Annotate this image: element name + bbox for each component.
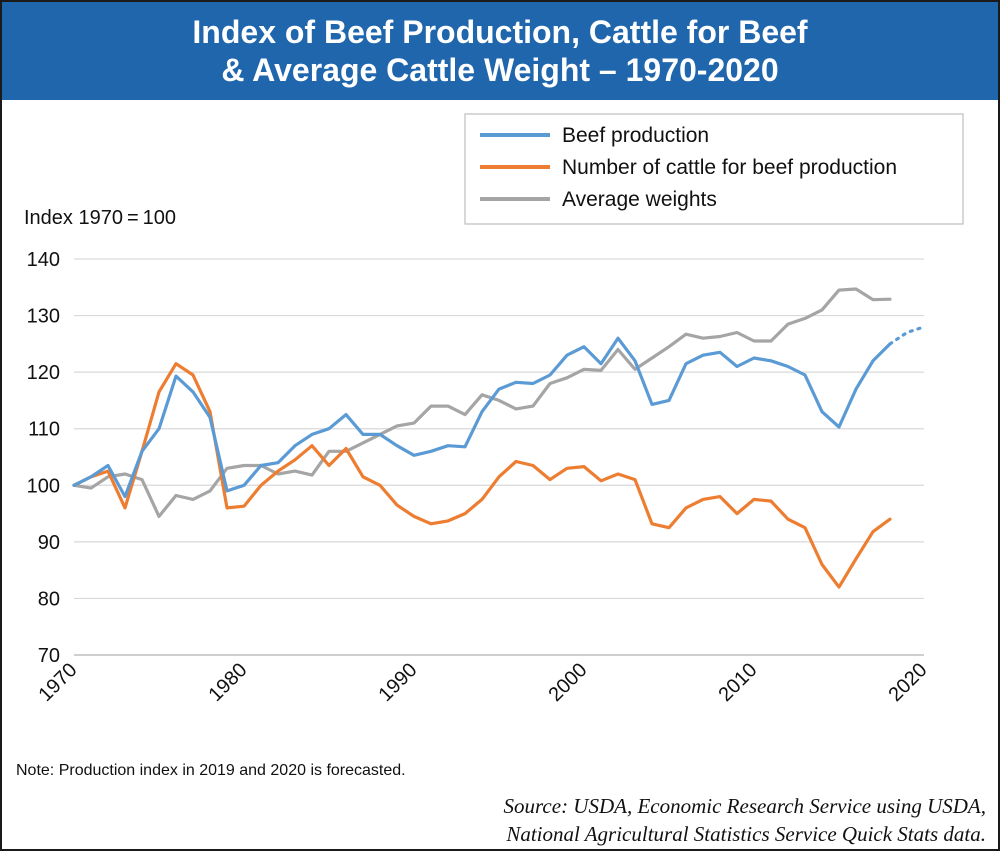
forecast-line-0 bbox=[888, 325, 926, 346]
source-line1: Source: USDA, Economic Research Service … bbox=[503, 794, 986, 818]
legend-label: Beef production bbox=[562, 124, 709, 147]
y-axis-label: Index 1970 = 100 bbox=[24, 207, 176, 229]
title-banner: Index of Beef Production, Cattle for Bee… bbox=[2, 2, 998, 100]
chart-title-line2: & Average Cattle Weight – 1970-2020 bbox=[221, 52, 779, 88]
y-tick-label: 80 bbox=[38, 588, 60, 610]
y-tick-label: 100 bbox=[27, 475, 60, 497]
series-line-1 bbox=[72, 362, 892, 589]
legend-label: Average weights bbox=[562, 188, 717, 211]
x-axis-ticks: 1970 1980 1990 2000 2010 2020 bbox=[35, 659, 932, 706]
gridlines bbox=[74, 258, 924, 600]
source-citation: Source: USDA, Economic Research Service … bbox=[504, 792, 986, 848]
y-tick-label: 140 bbox=[27, 249, 60, 271]
x-tick-label: 2000 bbox=[545, 659, 592, 706]
x-tick-label: 1980 bbox=[205, 659, 252, 706]
y-tick-label: 70 bbox=[38, 645, 60, 667]
forecast-note: Note: Production index in 2019 and 2020 … bbox=[16, 762, 406, 779]
chart-title-line1: Index of Beef Production, Cattle for Bee… bbox=[192, 14, 808, 50]
x-tick-label: 1990 bbox=[375, 659, 422, 706]
series-line-2 bbox=[72, 287, 892, 519]
y-tick-label: 120 bbox=[27, 362, 60, 384]
y-axis-ticks: 70 80 90 100 110 120 130 140 bbox=[27, 249, 60, 667]
x-tick-label: 2010 bbox=[715, 659, 762, 706]
source-line2: National Agricultural Statistics Service… bbox=[506, 822, 986, 846]
y-tick-label: 130 bbox=[27, 306, 60, 328]
y-tick-label: 90 bbox=[38, 532, 60, 554]
legend-label: Number of cattle for beef production bbox=[562, 156, 897, 179]
series-lines bbox=[72, 287, 926, 589]
y-tick-label: 110 bbox=[28, 419, 60, 441]
legend: Beef production Number of cattle for beef… bbox=[464, 113, 964, 225]
series-line-0 bbox=[72, 336, 892, 499]
x-tick-label: 2020 bbox=[885, 659, 932, 706]
